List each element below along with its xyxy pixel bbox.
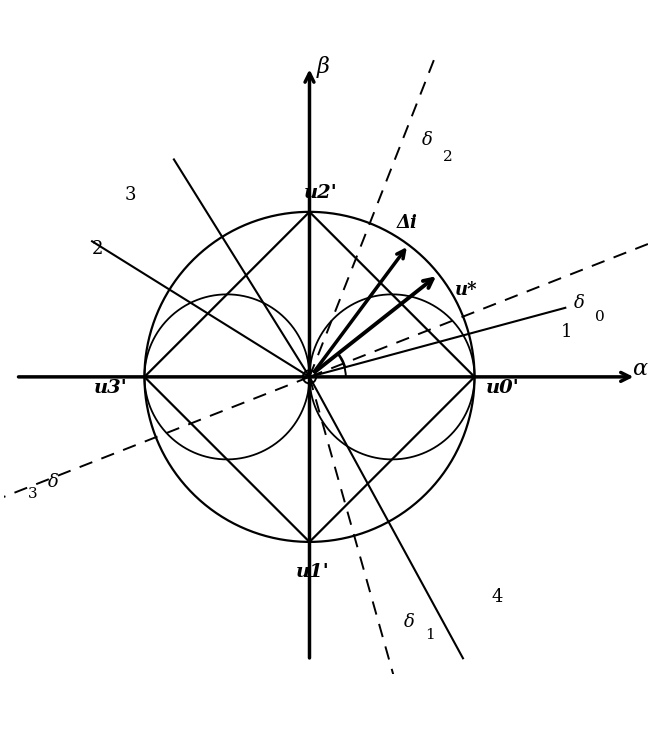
Text: u0': u0' <box>486 379 520 397</box>
Text: Δi: Δi <box>397 214 418 232</box>
Text: 1: 1 <box>560 324 572 341</box>
Text: 1: 1 <box>425 628 435 642</box>
Text: u2': u2' <box>304 184 338 202</box>
Text: 3: 3 <box>27 488 37 502</box>
Text: u1': u1' <box>296 564 330 581</box>
Text: α: α <box>632 358 647 380</box>
Text: β: β <box>316 55 329 77</box>
Text: δ: δ <box>422 131 432 149</box>
Text: 3: 3 <box>125 186 136 203</box>
Text: δ: δ <box>404 613 415 631</box>
Text: δ: δ <box>48 472 59 491</box>
Text: 2: 2 <box>443 150 453 164</box>
Text: δ: δ <box>573 294 584 311</box>
Text: u3': u3' <box>94 379 128 397</box>
Text: 2: 2 <box>92 240 103 258</box>
Text: 4: 4 <box>491 588 502 606</box>
Text: 0: 0 <box>595 311 605 324</box>
Text: u*: u* <box>454 281 477 299</box>
